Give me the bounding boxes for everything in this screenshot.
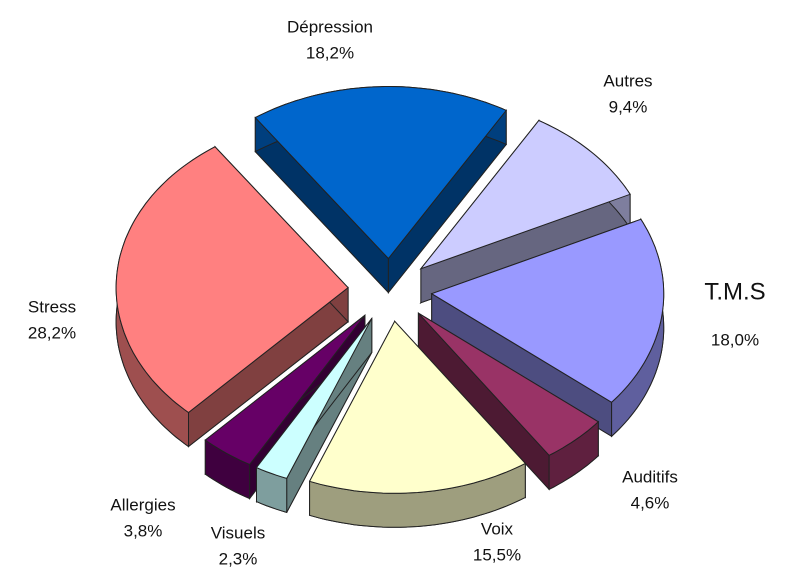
slice xyxy=(254,86,507,294)
slice-top xyxy=(115,146,349,414)
category-label: Autres xyxy=(603,71,652,90)
slice xyxy=(417,311,600,491)
value-label: 3,8% xyxy=(124,521,163,540)
slice xyxy=(308,320,527,528)
value-label: 28,2% xyxy=(28,323,76,342)
slice xyxy=(419,119,631,305)
category-label: Dépression xyxy=(287,17,373,36)
category-label: T.M.S xyxy=(704,278,765,305)
slice-top xyxy=(204,314,366,466)
value-label: 2,3% xyxy=(219,549,258,568)
value-label: 18,2% xyxy=(306,43,354,62)
category-label: Voix xyxy=(481,519,514,538)
category-label: Allergies xyxy=(110,495,175,514)
slice-top xyxy=(308,320,527,494)
slice xyxy=(255,316,373,514)
category-label: Visuels xyxy=(211,523,266,542)
slice-top xyxy=(418,312,600,456)
value-label: 18,0% xyxy=(711,330,759,349)
value-label: 15,5% xyxy=(473,545,521,564)
category-label: Stress xyxy=(28,297,76,316)
slice-top xyxy=(430,218,665,403)
category-label: Auditifs xyxy=(622,467,678,486)
slice-top xyxy=(254,86,507,260)
slice-top xyxy=(255,318,373,479)
slice xyxy=(430,217,665,438)
slice-top xyxy=(419,119,631,270)
slice xyxy=(115,145,349,448)
value-label: 9,4% xyxy=(609,97,648,116)
value-label: 4,6% xyxy=(631,493,670,512)
